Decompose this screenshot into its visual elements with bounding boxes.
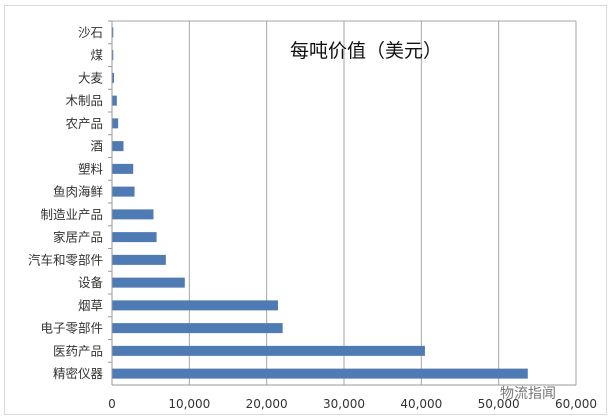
category-label: 电子零部件 — [40, 321, 103, 336]
category-label: 医药产品 — [53, 343, 103, 358]
bar — [112, 345, 425, 356]
category-label: 烟草 — [78, 298, 103, 313]
bar — [112, 300, 278, 311]
x-tick-label: 0 — [108, 397, 116, 411]
category-label: 沙石 — [78, 25, 103, 40]
category-label: 家居产品 — [53, 230, 103, 245]
bar — [112, 368, 528, 379]
category-label: 制造业产品 — [40, 207, 103, 222]
bar — [112, 95, 117, 106]
chart-title: 每吨价值（美元） — [290, 40, 443, 62]
category-label: 塑料 — [78, 161, 104, 176]
x-tick-label: 10,000 — [168, 397, 210, 411]
bar — [112, 254, 166, 265]
category-label: 设备 — [78, 275, 104, 290]
bar — [112, 277, 185, 288]
category-label: 精密仪器 — [53, 366, 104, 381]
bar — [112, 141, 124, 152]
bar — [112, 163, 134, 174]
x-tick-label: 30,000 — [323, 397, 365, 411]
category-label: 大麦 — [78, 70, 104, 85]
chart-frame — [4, 5, 607, 415]
category-label: 煤 — [90, 48, 103, 63]
x-tick-label: 60,000 — [555, 397, 597, 411]
bar — [112, 118, 119, 129]
bar — [112, 27, 114, 38]
category-label: 农产品 — [65, 116, 103, 131]
bar — [112, 232, 157, 243]
watermark: 物流指闻 — [500, 386, 556, 402]
bar — [112, 209, 154, 220]
bar — [112, 72, 115, 83]
bar — [112, 323, 283, 334]
x-tick-label: 40,000 — [400, 397, 442, 411]
category-label: 木制品 — [65, 93, 103, 108]
category-label: 鱼肉海鲜 — [53, 184, 103, 199]
x-tick-label: 20,000 — [246, 397, 288, 411]
category-label: 酒 — [90, 139, 103, 154]
bar — [112, 50, 114, 61]
bar — [112, 186, 135, 197]
x-tick-label: 50,000 — [478, 397, 520, 411]
category-label: 汽车和零部件 — [28, 252, 103, 267]
